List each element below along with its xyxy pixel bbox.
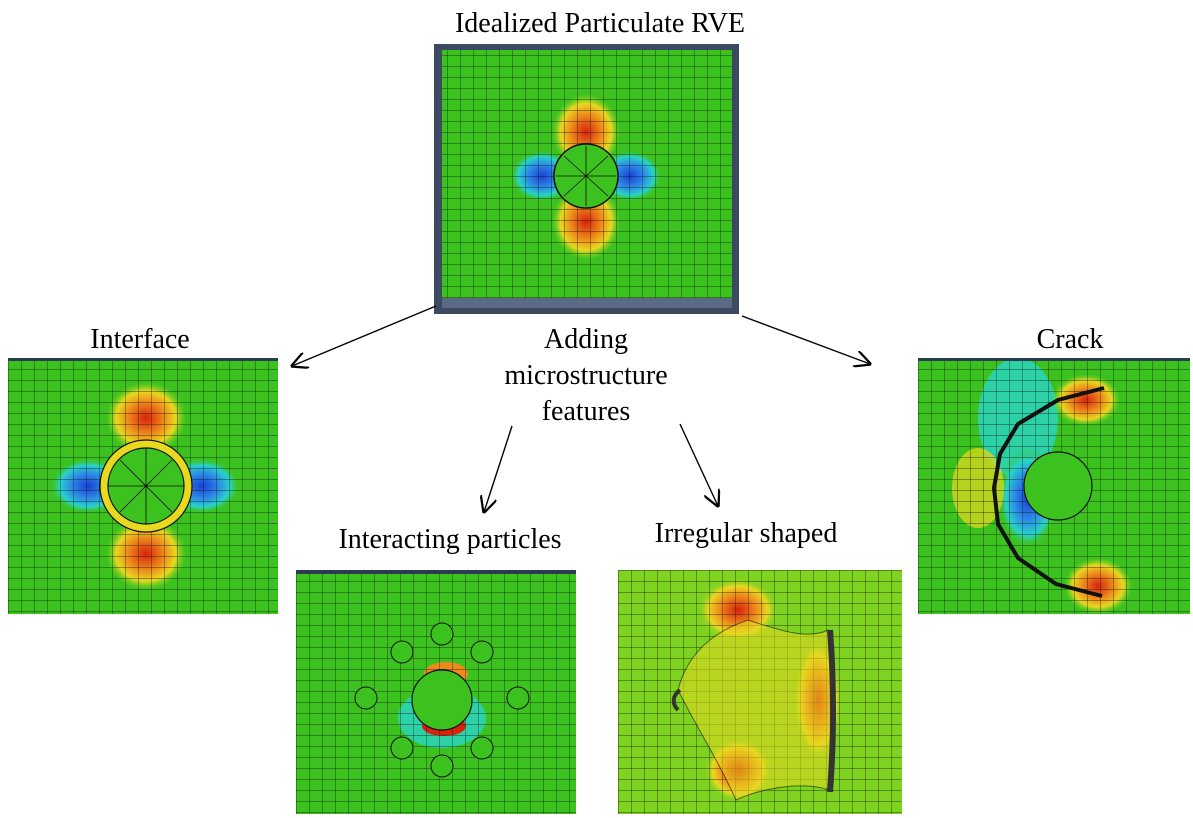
interacting-panel: [296, 570, 576, 814]
irregular-contour: [618, 570, 902, 814]
interacting-label: Interacting particles: [338, 524, 562, 555]
arrow-to-interacting: [484, 425, 513, 512]
interface-label: Interface: [90, 324, 190, 355]
arrow-to-interface: [292, 305, 437, 366]
arrow-to-crack: [741, 315, 870, 364]
rve-contour: [442, 50, 732, 308]
interface-panel: [8, 358, 278, 614]
crack-panel: [918, 358, 1190, 614]
center-label-line1: Adding: [544, 324, 628, 355]
crack-label: Crack: [1036, 324, 1104, 355]
irregular-panel: [618, 570, 902, 814]
interface-contour: [8, 358, 278, 614]
rve-panel: [434, 44, 739, 314]
title-label: Idealized Particulate RVE: [454, 8, 746, 39]
irregular-label: Irregular shaped: [654, 518, 838, 549]
center-label-line2: microstructure: [504, 360, 668, 391]
crack-contour: [918, 358, 1190, 614]
center-label-line3: features: [541, 396, 631, 427]
interacting-contour: [296, 570, 576, 814]
arrow-to-irregular: [679, 423, 718, 506]
